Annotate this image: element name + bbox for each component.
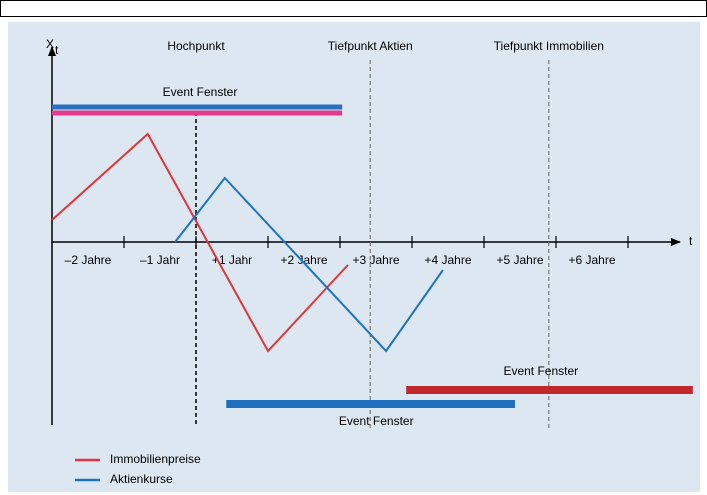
marker-label: Tiefpunkt Immobilien — [494, 39, 604, 53]
event-window-bar — [406, 386, 693, 394]
event-window-label: Event Fenster — [339, 414, 414, 428]
tick-label-bg — [277, 253, 331, 267]
tick-label-bg — [421, 253, 475, 267]
series-line — [51, 132, 349, 353]
event-window-bar — [52, 104, 343, 110]
event-window-label: Event Fenster — [503, 364, 578, 378]
legend-label: Aktienkurse — [110, 472, 173, 486]
marker-label: Tiefpunkt Aktien — [328, 39, 413, 53]
x-tick-label: +2 Jahre — [280, 253, 327, 267]
top-strip — [0, 0, 707, 17]
series-line — [174, 176, 444, 353]
tick-label-bg — [133, 253, 187, 267]
x-tick-label: +5 Jahre — [496, 253, 543, 267]
tick-label-bg — [493, 253, 547, 267]
x-tick-label: –1 Jahr — [140, 253, 180, 267]
x-tick-label: –2 Jahre — [65, 253, 112, 267]
y-axis-label-sub: t — [55, 43, 59, 57]
x-tick-label: +3 Jahre — [352, 253, 399, 267]
tick-label-bg — [565, 253, 619, 267]
x-tick-label: +6 Jahre — [568, 253, 615, 267]
x-tick-label: +4 Jahre — [424, 253, 471, 267]
x-axis-label: t — [689, 234, 693, 248]
event-window-bar — [226, 400, 515, 408]
tick-label-bg — [61, 253, 115, 267]
tick-label-bg — [349, 253, 403, 267]
x-tick-label: +1 Jahr — [212, 253, 252, 267]
legend-label: Immobilienpreise — [110, 452, 201, 466]
y-axis-label: X — [46, 37, 54, 51]
event-window-bar — [52, 110, 343, 116]
event-window-label: Event Fenster — [163, 85, 238, 99]
marker-label: Hochpunkt — [167, 39, 225, 53]
